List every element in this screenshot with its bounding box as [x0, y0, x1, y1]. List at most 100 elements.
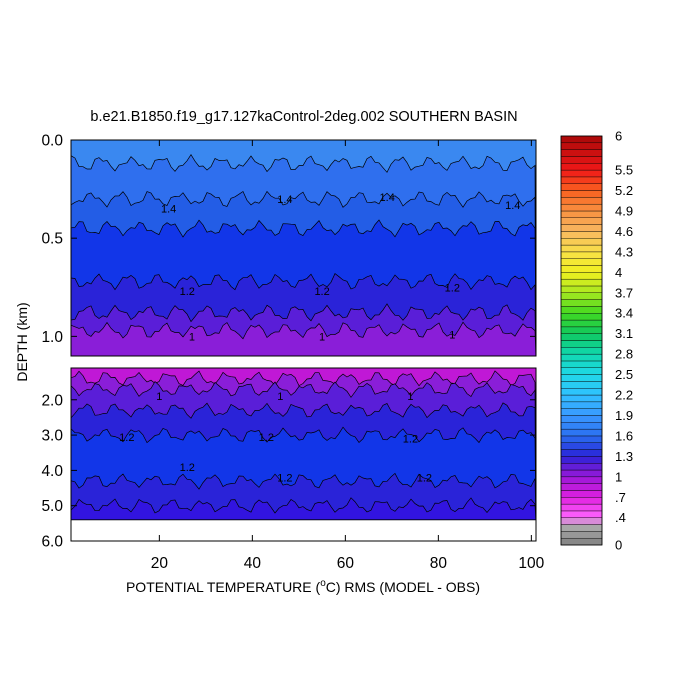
lower-contour-label-2: 1: [407, 391, 413, 403]
upper-contour-label-4: 1.2: [180, 286, 195, 298]
colorbar-label-15: 1.3: [615, 449, 633, 464]
colorbar-box-27: [560, 353, 603, 362]
chart-title: b.e21.B1850.f19_g17.127kaControl-2deg.00…: [90, 109, 517, 125]
x-axis-label: POTENTIAL TEMPERATURE (oC) RMS (MODEL - …: [126, 578, 480, 595]
colorbar-box-53: [560, 176, 603, 184]
colorbar-label-13: 1.9: [615, 408, 633, 423]
colorbar-box-58: [560, 142, 603, 150]
lower-band-6: [71, 497, 536, 520]
lower-contour-label-5: 1.2: [403, 434, 418, 446]
colorbar-label-12: 2.2: [615, 388, 633, 403]
colorbar-box-54: [560, 169, 603, 178]
colorbar-box-41: [560, 258, 603, 266]
upper-y-tick-label-1: 0.5: [41, 231, 63, 248]
lower-contour-label-6: 1.2: [180, 462, 195, 474]
colorbar-label-0: 6: [615, 129, 622, 144]
colorbar-label-3: 4.9: [615, 203, 633, 218]
lower-contour-label-3: 1.2: [119, 432, 134, 444]
x-tick-label-1: 40: [244, 555, 262, 572]
lower-y-tick-label-0: 2.0: [41, 392, 63, 409]
colorbar-box-32: [560, 319, 603, 328]
colorbar-box-18: [560, 415, 603, 423]
colorbar-label-11: 2.5: [615, 367, 633, 382]
colorbar-label-5: 4.3: [615, 244, 633, 259]
lower-y-tick-label-2: 4.0: [41, 463, 63, 480]
x-tick-label-4: 100: [518, 555, 544, 572]
y-axis-label: DEPTH (km): [14, 302, 30, 381]
colorbar-box-49: [560, 203, 603, 212]
upper-contour-label-1: 1.4: [277, 194, 292, 206]
lower-contour-label-0: 1: [156, 391, 162, 403]
colorbar-box-3: [560, 517, 603, 525]
colorbar-box-45: [560, 231, 603, 239]
colorbar-label-6: 4: [615, 265, 622, 280]
colorbar-label-10: 2.8: [615, 347, 633, 362]
colorbar-box-0: [560, 537, 603, 546]
x-tick-label-2: 60: [337, 555, 355, 572]
lower-y-tick-label-4: 6.0: [41, 534, 63, 551]
colorbar-box-11: [560, 463, 603, 471]
colorbar-label-2: 5.2: [615, 183, 633, 198]
colorbar-label-7: 3.7: [615, 285, 633, 300]
colorbar-box-40: [560, 265, 603, 273]
colorbar-box-36: [560, 292, 603, 300]
upper-y-tick-label-0: 0.0: [41, 133, 63, 150]
colorbar-label-16: 1: [615, 469, 622, 484]
colorbar-box-1: [560, 531, 603, 539]
colorbar-box-24: [560, 374, 603, 382]
colorbar-box-8: [560, 483, 603, 491]
colorbar-box-5: [560, 503, 603, 512]
lower-frame: [70, 367, 537, 542]
lower-fill-area: [71, 368, 536, 520]
colorbar-box-15: [560, 435, 603, 443]
upper-fill-area: [71, 140, 536, 356]
colorbar-box-46: [560, 224, 603, 232]
colorbar-box-52: [560, 183, 603, 191]
lower-contour-label-1: 1: [277, 391, 283, 403]
colorbar-box-19: [560, 408, 603, 416]
colorbar-box-10: [560, 469, 603, 478]
upper-panel: 1.4 1.4 1.4 1.4 1.2 1.2 1.2 1 1 1 0.0 0.5 1.0: [41, 133, 537, 357]
colorbar-label-9: 3.1: [615, 326, 633, 341]
colorbar-box-43: [560, 244, 603, 253]
colorbar-box-34: [560, 306, 603, 314]
upper-band-6: [71, 321, 536, 356]
x-tick-label-3: 80: [430, 555, 448, 572]
colorbar-box-13: [560, 449, 603, 457]
colorbar-box-26: [560, 360, 603, 368]
lower-contour-label-8: 1.2: [417, 472, 432, 484]
colorbar-box-20: [560, 401, 603, 409]
colorbar-box-44: [560, 238, 603, 246]
upper-contour-label-2: 1.4: [380, 192, 395, 204]
colorbar-box-47: [560, 217, 603, 225]
colorbar-box-42: [560, 251, 603, 259]
colorbar-box-57: [560, 149, 603, 157]
colorbar-box-29: [560, 340, 603, 348]
upper-y-tick-label-2: 1.0: [41, 329, 63, 346]
colorbar-box-21: [560, 394, 603, 403]
colorbar-box-9: [560, 476, 603, 484]
colorbar-box-4: [560, 510, 603, 518]
lower-y-tick-label-3: 5.0: [41, 498, 63, 515]
colorbar-box-17: [560, 422, 603, 430]
colorbar-label-1: 5.5: [615, 163, 633, 178]
colorbar-box-31: [560, 326, 603, 334]
upper-contour-label-7: 1: [189, 331, 195, 343]
colorbar-box-12: [560, 456, 603, 464]
colorbar-label-17: .7: [615, 490, 626, 505]
upper-contour-label-5: 1.2: [314, 286, 329, 298]
colorbar-box-33: [560, 313, 603, 321]
colorbar-box-6: [560, 497, 603, 505]
colorbar-label-8: 3.4: [615, 306, 633, 321]
colorbar-box-25: [560, 367, 603, 375]
colorbar-label-4: 4.6: [615, 224, 633, 239]
colorbar-box-37: [560, 285, 603, 293]
upper-contour-label-8: 1: [319, 331, 325, 343]
colorbar-box-35: [560, 299, 603, 307]
upper-contour-label-0: 1.4: [161, 204, 176, 216]
colorbar-box-51: [560, 190, 603, 198]
colorbar-box-23: [560, 381, 603, 389]
upper-frame: [70, 139, 537, 357]
colorbar-box-39: [560, 272, 603, 280]
